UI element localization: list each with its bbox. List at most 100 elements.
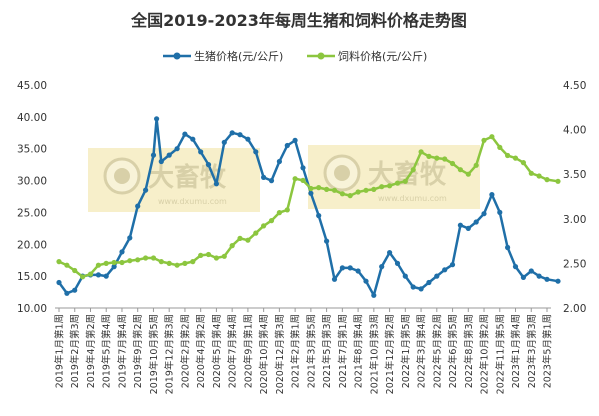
data-point[interactable] [221, 253, 227, 259]
data-point[interactable] [324, 238, 330, 244]
data-point[interactable] [261, 174, 267, 180]
data-point[interactable] [371, 292, 377, 298]
data-point[interactable] [166, 260, 172, 266]
data-point[interactable] [481, 137, 487, 143]
data-point[interactable] [300, 165, 306, 171]
data-point[interactable] [198, 149, 204, 155]
data-point[interactable] [237, 235, 243, 241]
data-point[interactable] [316, 213, 322, 219]
data-point[interactable] [355, 189, 361, 195]
data-point[interactable] [182, 260, 188, 266]
data-point[interactable] [143, 255, 149, 261]
data-point[interactable] [166, 152, 172, 158]
data-point[interactable] [198, 252, 204, 258]
data-point[interactable] [449, 262, 456, 268]
data-point[interactable] [434, 273, 440, 279]
data-point[interactable] [182, 131, 188, 137]
data-point[interactable] [371, 186, 377, 192]
data-point[interactable] [300, 177, 306, 183]
data-point[interactable] [308, 185, 314, 192]
data-point[interactable] [544, 177, 550, 183]
data-point[interactable] [449, 160, 456, 167]
data-point[interactable] [261, 223, 267, 229]
data-point[interactable] [111, 259, 117, 266]
data-point[interactable] [394, 180, 401, 186]
data-point[interactable] [237, 132, 243, 138]
data-point[interactable] [213, 181, 219, 187]
data-point[interactable] [308, 190, 314, 196]
data-point[interactable] [119, 259, 125, 266]
data-point[interactable] [387, 250, 393, 256]
data-point[interactable] [363, 187, 369, 193]
data-point[interactable] [528, 170, 534, 176]
data-point[interactable] [253, 149, 259, 155]
data-point[interactable] [347, 265, 353, 271]
data-point[interactable] [434, 155, 440, 161]
data-point[interactable] [536, 173, 542, 179]
legend-item-feed[interactable]: 饲料价格(元/公斤) [307, 49, 427, 63]
data-point[interactable] [457, 167, 463, 173]
data-point[interactable] [324, 186, 330, 192]
data-point[interactable] [555, 178, 561, 184]
data-point[interactable] [205, 162, 212, 168]
data-point[interactable] [174, 146, 180, 152]
data-point[interactable] [268, 218, 275, 224]
data-point[interactable] [481, 211, 487, 217]
data-point[interactable] [205, 251, 212, 258]
data-point[interactable] [143, 187, 149, 193]
data-point[interactable] [544, 276, 550, 282]
data-point[interactable] [135, 257, 141, 263]
data-point[interactable] [190, 136, 196, 142]
data-point[interactable] [394, 260, 401, 266]
data-point[interactable] [520, 160, 527, 166]
data-point[interactable] [473, 162, 479, 168]
data-point[interactable] [127, 235, 133, 241]
data-point[interactable] [497, 144, 503, 150]
data-point[interactable] [245, 237, 251, 243]
data-point[interactable] [426, 153, 432, 159]
data-point[interactable] [292, 176, 298, 182]
data-point[interactable] [276, 158, 282, 165]
data-point[interactable] [528, 268, 534, 274]
data-point[interactable] [127, 258, 133, 264]
data-point[interactable] [72, 267, 78, 274]
data-point[interactable] [520, 274, 527, 280]
data-point[interactable] [465, 225, 471, 231]
data-point[interactable] [512, 264, 519, 270]
data-point[interactable] [442, 156, 448, 162]
data-point[interactable] [284, 207, 290, 213]
data-point[interactable] [339, 191, 345, 197]
data-point[interactable] [402, 273, 408, 279]
data-point[interactable] [418, 286, 424, 292]
data-point[interactable] [489, 192, 495, 198]
data-point[interactable] [512, 155, 519, 161]
data-point[interactable] [64, 262, 70, 268]
data-point[interactable] [473, 219, 479, 225]
data-point[interactable] [111, 264, 117, 270]
data-point[interactable] [95, 262, 101, 268]
data-point[interactable] [355, 268, 361, 274]
data-point[interactable] [555, 278, 561, 284]
data-point[interactable] [80, 274, 86, 280]
data-point[interactable] [119, 249, 125, 255]
data-point[interactable] [103, 260, 109, 266]
data-point[interactable] [276, 210, 282, 216]
data-point[interactable] [284, 142, 290, 149]
data-point[interactable] [268, 178, 275, 184]
data-point[interactable] [505, 152, 511, 159]
legend-item-pig[interactable]: 生猪价格(元/公斤) [163, 49, 283, 63]
data-point[interactable] [339, 265, 345, 271]
data-point[interactable] [379, 264, 385, 270]
data-point[interactable] [229, 130, 235, 136]
data-point[interactable] [536, 273, 542, 279]
data-point[interactable] [489, 134, 495, 140]
data-point[interactable] [457, 222, 463, 228]
data-point[interactable] [465, 171, 471, 177]
data-point[interactable] [213, 255, 219, 261]
data-point[interactable] [379, 184, 385, 190]
data-point[interactable] [253, 230, 259, 236]
data-point[interactable] [72, 287, 78, 293]
data-point[interactable] [56, 279, 62, 286]
data-point[interactable] [363, 278, 369, 284]
data-point[interactable] [347, 193, 353, 199]
